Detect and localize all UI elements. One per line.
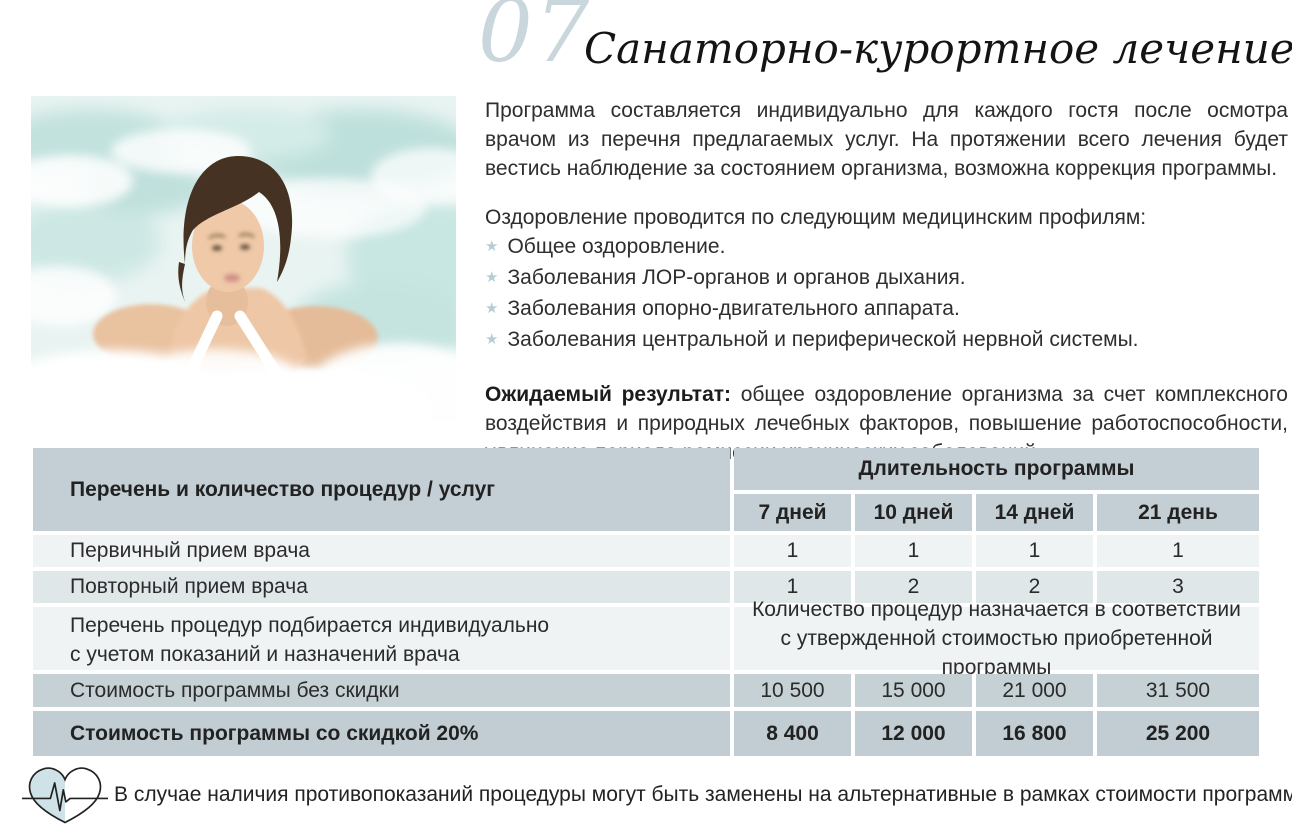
table-header-services: Перечень и количество процедур / услуг — [33, 448, 730, 531]
table-cell: 2 — [855, 571, 972, 603]
intro-content: Программа составляется индивидуально для… — [485, 96, 1288, 467]
table-cell: 25 200 — [1097, 711, 1259, 756]
table-row-label: Перечень процедур подбирается индивидуал… — [33, 607, 730, 670]
list-item-label: Заболевания опорно-двигательного аппарат… — [507, 297, 960, 320]
table-row-label-total: Стоимость программы со скидкой 20% — [33, 711, 730, 756]
table-cell: 8 400 — [734, 711, 851, 756]
table-cell: 21 000 — [976, 674, 1093, 707]
table-row-label: Стоимость программы без скидки — [33, 674, 730, 707]
star-icon: ★ — [485, 331, 499, 348]
table-row-label-line1: Перечень процедур подбирается индивидуал… — [70, 614, 550, 637]
list-item: ★ Общее оздоровление. — [485, 232, 1288, 263]
column-header-21-days: 21 день — [1097, 494, 1259, 531]
page-title: Санаторно-курортное лечение — [584, 24, 1292, 73]
table-cell: 1 — [976, 535, 1093, 567]
list-item: ★ Заболевания ЛОР-органов и органов дыха… — [485, 263, 1288, 294]
column-header-14-days: 14 дней — [976, 494, 1093, 531]
table-header-duration: Длительность программы — [734, 448, 1259, 490]
table-cell: 3 — [1097, 571, 1259, 603]
footer-note-text: В случае наличия противопоказаний процед… — [114, 783, 1292, 806]
table-cell: 12 000 — [855, 711, 972, 756]
intro-paragraph: Программа составляется индивидуально для… — [485, 99, 1288, 180]
pricing-table: Перечень и количество процедур / услуг Д… — [33, 448, 1259, 756]
table-cell: 1 — [855, 535, 972, 567]
table-cell: 15 000 — [855, 674, 972, 707]
section-number: 07 — [478, 0, 592, 82]
table-cell: 31 500 — [1097, 674, 1259, 707]
list-item-label: Общее оздоровление. — [507, 235, 726, 258]
star-icon: ★ — [485, 300, 499, 317]
table-cell: 1 — [734, 571, 851, 603]
list-item: ★ Заболевания центральной и периферическ… — [485, 325, 1288, 356]
star-icon: ★ — [485, 269, 499, 286]
profiles-heading: Оздоровление проводится по следующим мед… — [485, 206, 1147, 229]
profiles-list: ★ Общее оздоровление. ★ Заболевания ЛОР-… — [485, 232, 1288, 356]
heart-pulse-icon — [22, 767, 108, 824]
list-item: ★ Заболевания опорно-двигательного аппар… — [485, 294, 1288, 325]
result-label: Ожидаемый результат: — [485, 383, 732, 406]
footer-note: В случае наличия противопоказаний процед… — [22, 764, 1292, 826]
table-cell: 1 — [734, 535, 851, 567]
list-item-label: Заболевания ЛОР-органов и органов дыхани… — [507, 266, 966, 289]
column-header-10-days: 10 дней — [855, 494, 972, 531]
list-item-label: Заболевания центральной и периферической… — [507, 328, 1139, 351]
table-cell: 1 — [1097, 535, 1259, 567]
table-merged-cell: Количество процедур назначается в соотве… — [734, 598, 1259, 679]
column-header-7-days: 7 дней — [734, 494, 851, 531]
table-cell: 10 500 — [734, 674, 851, 707]
star-icon: ★ — [485, 238, 499, 255]
table-row-label: Первичный прием врача — [33, 535, 730, 567]
table-row-label: Повторный прием врача — [33, 571, 730, 603]
table-cell: 2 — [976, 571, 1093, 603]
table-cell: 16 800 — [976, 711, 1093, 756]
table-row-label-line2: с учетом показаний и назначений врача — [70, 643, 460, 666]
spa-photo — [31, 96, 456, 421]
spa-photo-illustration — [31, 96, 456, 421]
